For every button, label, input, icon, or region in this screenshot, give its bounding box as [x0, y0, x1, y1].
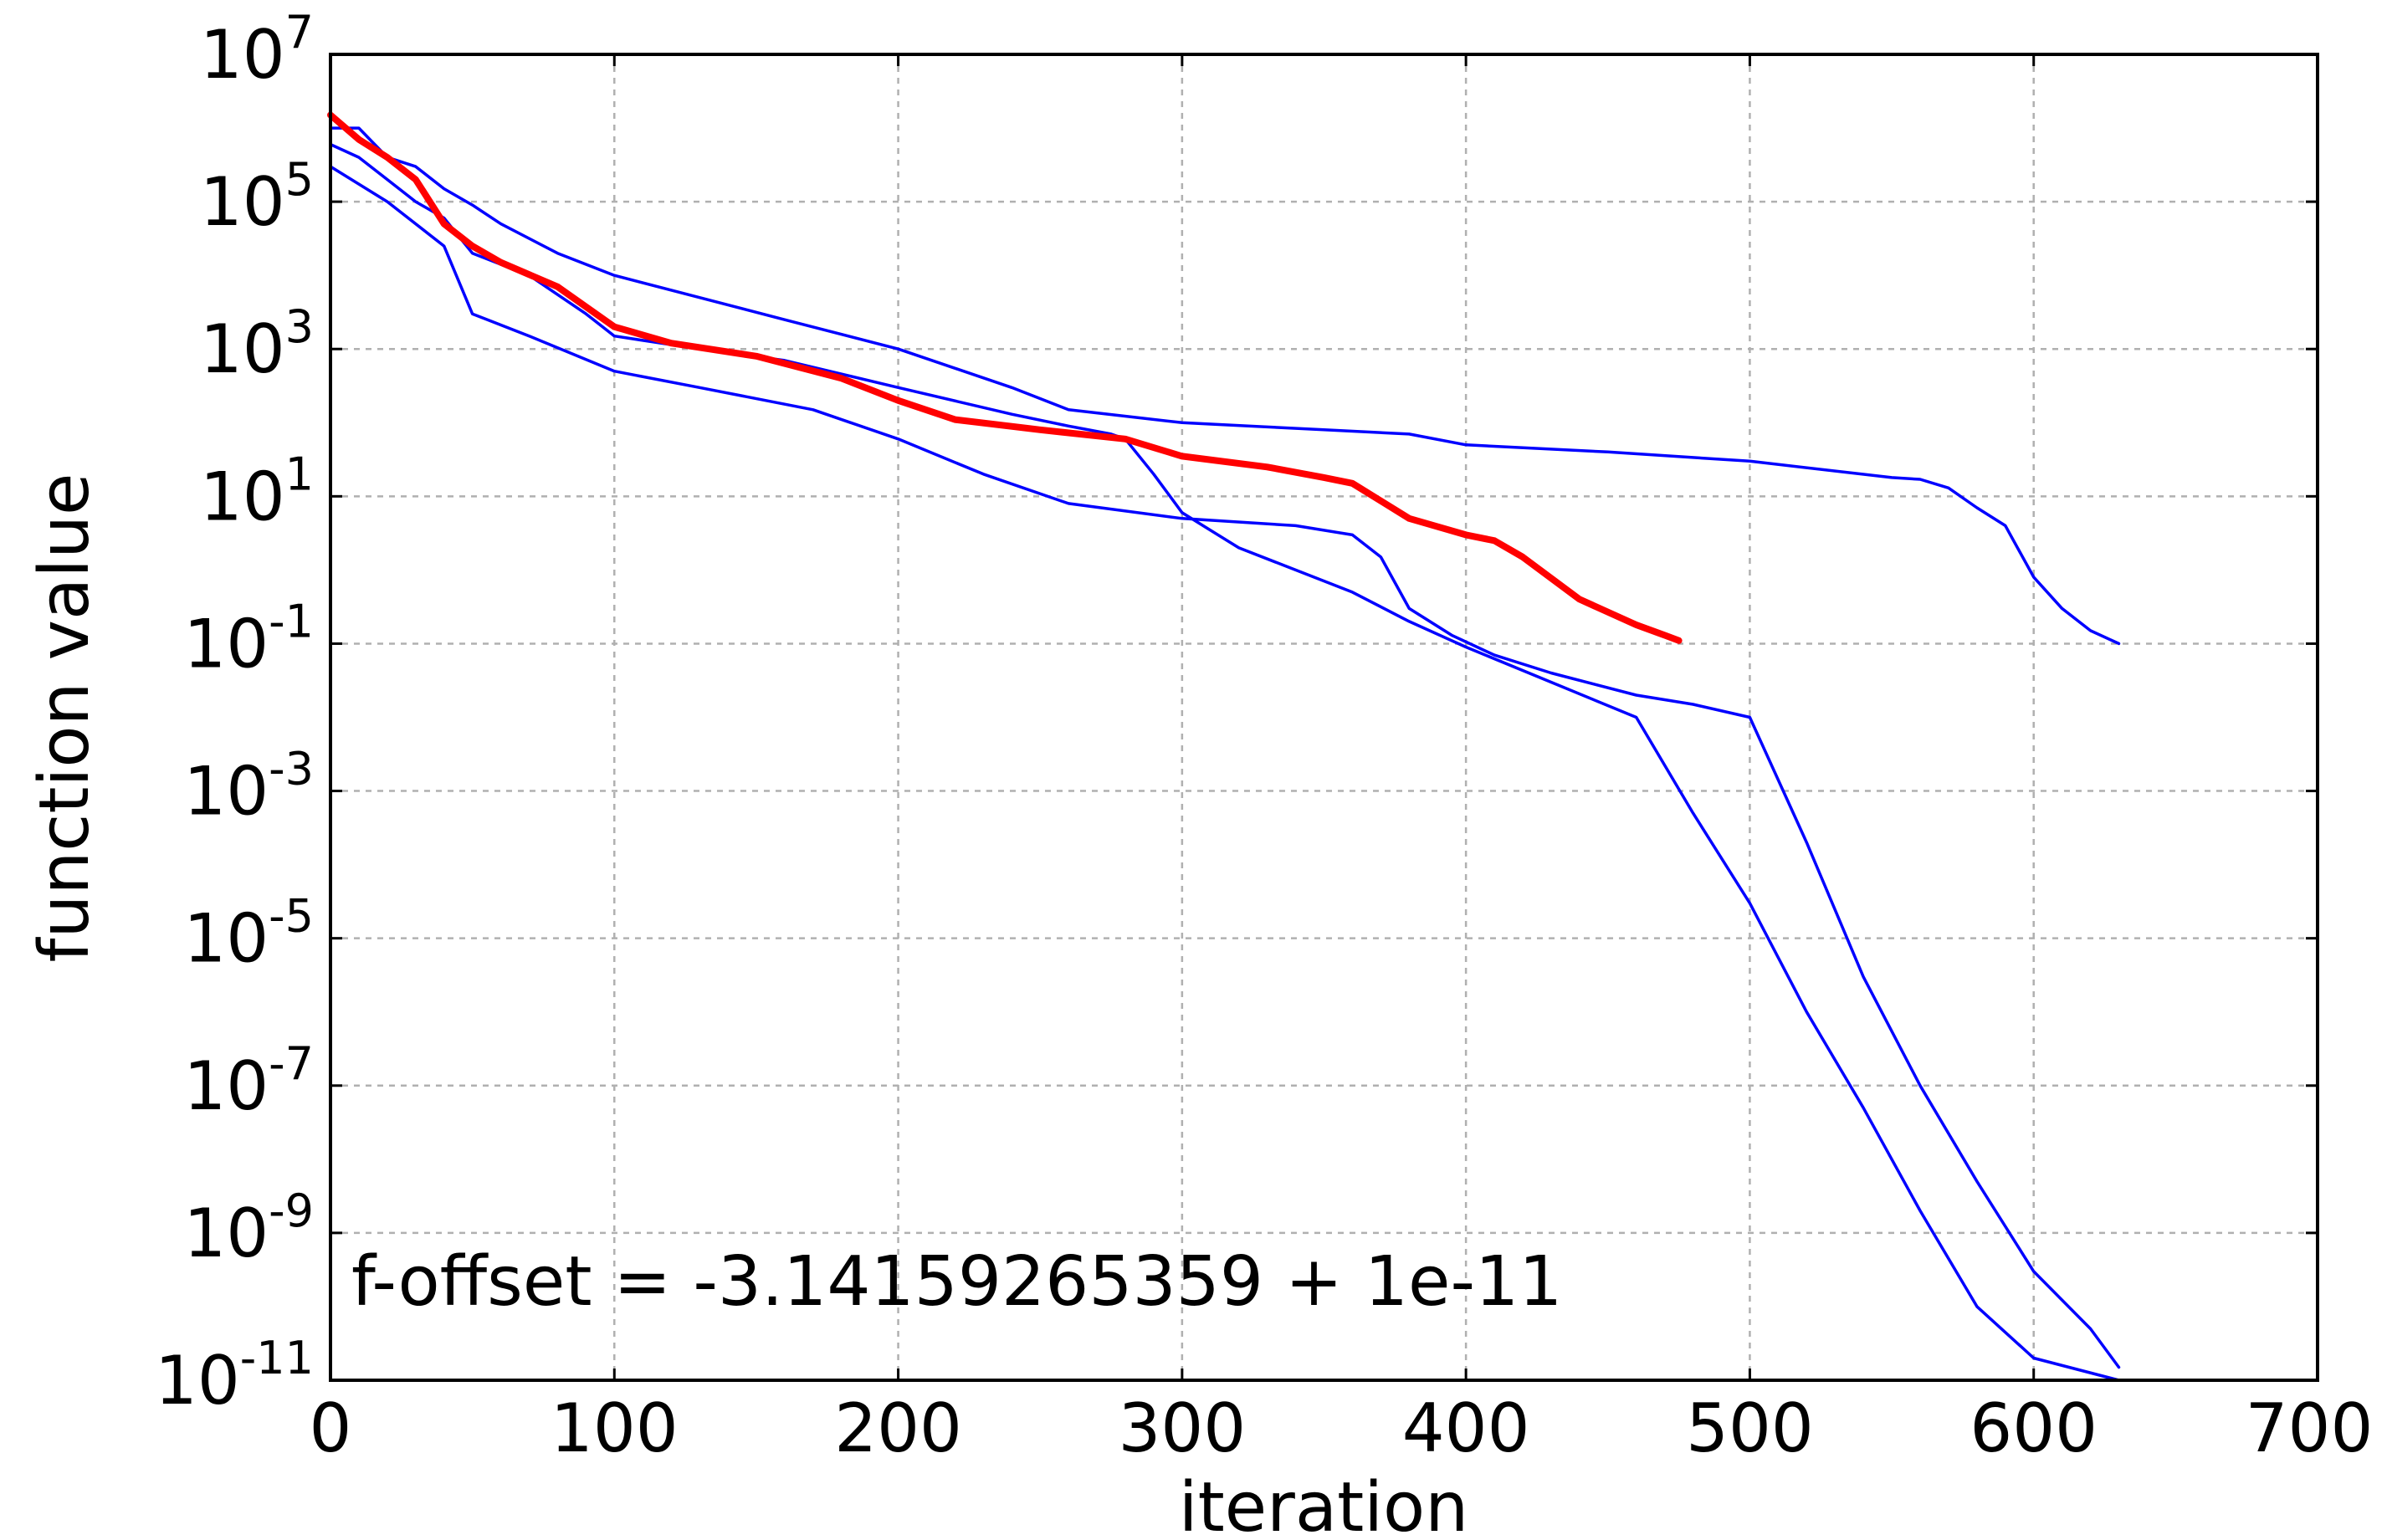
x-tick-label: 100 — [551, 1389, 679, 1467]
x-tick-label: 700 — [2246, 1389, 2374, 1467]
x-axis-label: iteration — [1179, 1468, 1468, 1540]
y-tick-label: 10-7 — [183, 1037, 314, 1125]
x-tick-label: 200 — [834, 1389, 962, 1467]
y-axis-label: function value — [25, 473, 105, 962]
x-tick-label: 500 — [1686, 1389, 1814, 1467]
y-tick-label: 107 — [200, 6, 314, 94]
x-tick-label: 300 — [1119, 1389, 1247, 1467]
series-line-blue-1 — [329, 126, 2121, 646]
y-tick-label: 10-3 — [183, 743, 314, 831]
grid — [330, 54, 2318, 1380]
y-tick-label: 10-11 — [155, 1332, 314, 1420]
x-tick-labels: 0 100 200 300 400 500 600 700 — [310, 1389, 2374, 1467]
y-tick-label: 10-1 — [183, 595, 314, 683]
y-tick-labels: 107 105 103 101 10-1 10-3 10-5 10-7 10-9 10-11 — [155, 6, 314, 1420]
ticks — [329, 53, 2319, 1382]
x-tick-label: 600 — [1970, 1389, 2098, 1467]
x-tick-label: 0 — [310, 1389, 352, 1467]
y-tick-label: 10-5 — [183, 890, 314, 978]
y-tick-label: 105 — [200, 153, 314, 241]
series-group — [327, 111, 2121, 1382]
series-line-blue-3 — [329, 165, 2121, 1369]
plot-frame — [329, 53, 2319, 1382]
offset-annotation: f-offset = -3.14159265359 + 1e-11 — [351, 1242, 1562, 1322]
series-line-red — [327, 111, 1683, 644]
x-tick-label: 400 — [1402, 1389, 1530, 1467]
y-tick-label: 103 — [200, 300, 314, 388]
y-tick-label: 10-9 — [183, 1184, 314, 1272]
y-tick-label: 101 — [200, 448, 314, 535]
